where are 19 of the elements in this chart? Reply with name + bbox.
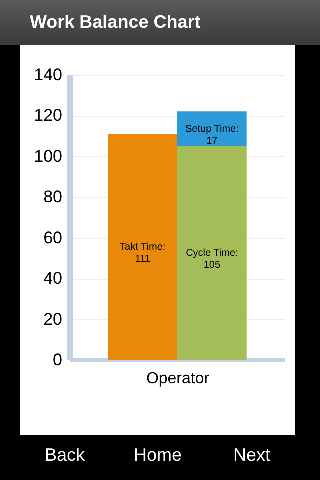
y-tick-label: 80 <box>44 188 62 207</box>
text: Back <box>44 445 86 466</box>
y-tick-label: 120 <box>34 106 62 126</box>
y-tick-label: 100 <box>34 146 62 166</box>
chart-title: Work Balance Chart <box>0 0 320 45</box>
series-label: Takt Time: <box>120 242 166 254</box>
data-label: 105 <box>204 260 221 272</box>
y-tick-label: 140 <box>34 66 62 84</box>
y-tick-label: 0 <box>53 350 62 370</box>
y-tick-label: 20 <box>44 310 62 329</box>
data-label: 17 <box>206 136 218 147</box>
series-label: Cycle Time: <box>186 248 238 260</box>
text: Next <box>233 445 271 466</box>
text: Home <box>134 445 182 466</box>
y-tick-label: 60 <box>44 228 62 248</box>
x-axis-title: Operator <box>146 370 210 388</box>
y-tick-label: 40 <box>44 269 62 288</box>
series-label: Setup Time: <box>186 124 239 135</box>
data-label: 111 <box>135 254 151 266</box>
